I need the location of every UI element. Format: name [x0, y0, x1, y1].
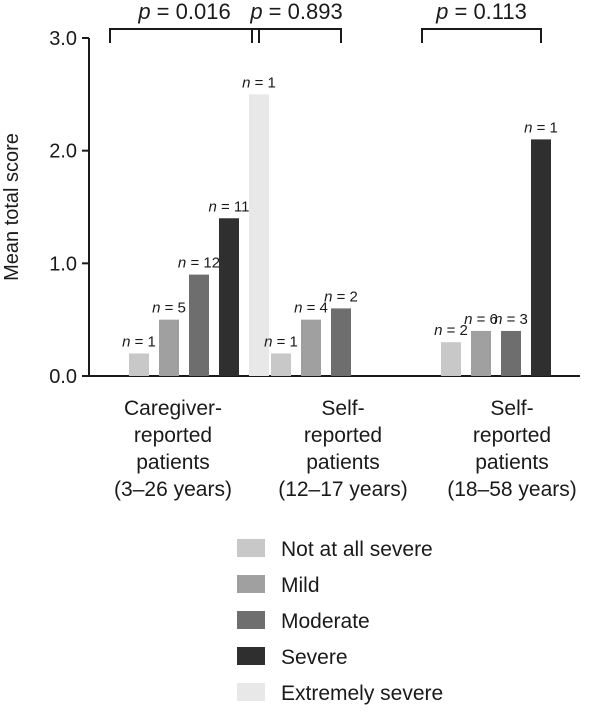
n-label: n = 12 [178, 255, 220, 272]
legend-swatch [237, 575, 265, 593]
category-label: (18–58 years) [447, 478, 577, 501]
category-label: (3–26 years) [114, 478, 232, 501]
bar [301, 319, 321, 376]
n-label: n = 11 [208, 198, 249, 215]
bar [471, 330, 491, 376]
n-label: n = 2 [434, 322, 468, 339]
category-label: Self- [321, 397, 364, 420]
y-tick-label: 1.0 [49, 253, 77, 275]
bar [189, 274, 209, 376]
bar [219, 218, 239, 376]
bar [531, 139, 551, 376]
category-label: Self- [490, 397, 533, 420]
bar [331, 308, 351, 376]
n-label: n = 3 [494, 311, 528, 328]
n-label: n = 5 [152, 300, 186, 317]
significance-bracket [251, 28, 342, 43]
p-value-label: p = 0.113 [435, 0, 527, 24]
legend-entry: Not at all severe [281, 538, 433, 561]
legend-swatch [237, 539, 265, 557]
bar [271, 353, 291, 376]
category-label: reported [473, 424, 551, 447]
legend-swatch [237, 647, 265, 665]
y-tick-label: 0.0 [49, 366, 77, 388]
p-value-label: p = 0.893 [249, 0, 342, 24]
category-label: reported [304, 424, 382, 447]
legend-entry: Extremely severe [281, 682, 443, 705]
significance-bracket [109, 28, 260, 43]
bar [249, 94, 269, 376]
legend-swatch [237, 683, 265, 701]
legend-entry: Severe [281, 646, 348, 669]
y-tick-label: 3.0 [49, 28, 77, 50]
category-label: reported [134, 424, 212, 447]
n-label: n = 6 [464, 311, 498, 328]
legend-entry: Moderate [281, 610, 370, 633]
legend-entry: Mild [281, 574, 320, 597]
y-axis-label: Mean total score [1, 133, 23, 281]
y-tick-label: 2.0 [49, 141, 77, 163]
category-label: (12–17 years) [278, 478, 408, 501]
category-label: patients [306, 451, 380, 474]
category-label: Caregiver- [124, 397, 222, 420]
bar [441, 342, 461, 376]
n-label: n = 1 [524, 119, 558, 136]
n-label: n = 1 [122, 333, 156, 350]
n-label: n = 1 [264, 333, 298, 350]
n-label: n = 1 [242, 74, 276, 91]
n-label: n = 4 [294, 300, 328, 317]
significance-bracket [421, 28, 542, 43]
bar [159, 319, 179, 376]
n-label: n = 2 [324, 288, 358, 305]
category-label: patients [136, 451, 210, 474]
bar [129, 353, 149, 376]
category-label: patients [475, 451, 549, 474]
legend-swatch [237, 611, 265, 629]
p-value-label: p = 0.016 [137, 0, 230, 24]
bar [501, 330, 521, 376]
